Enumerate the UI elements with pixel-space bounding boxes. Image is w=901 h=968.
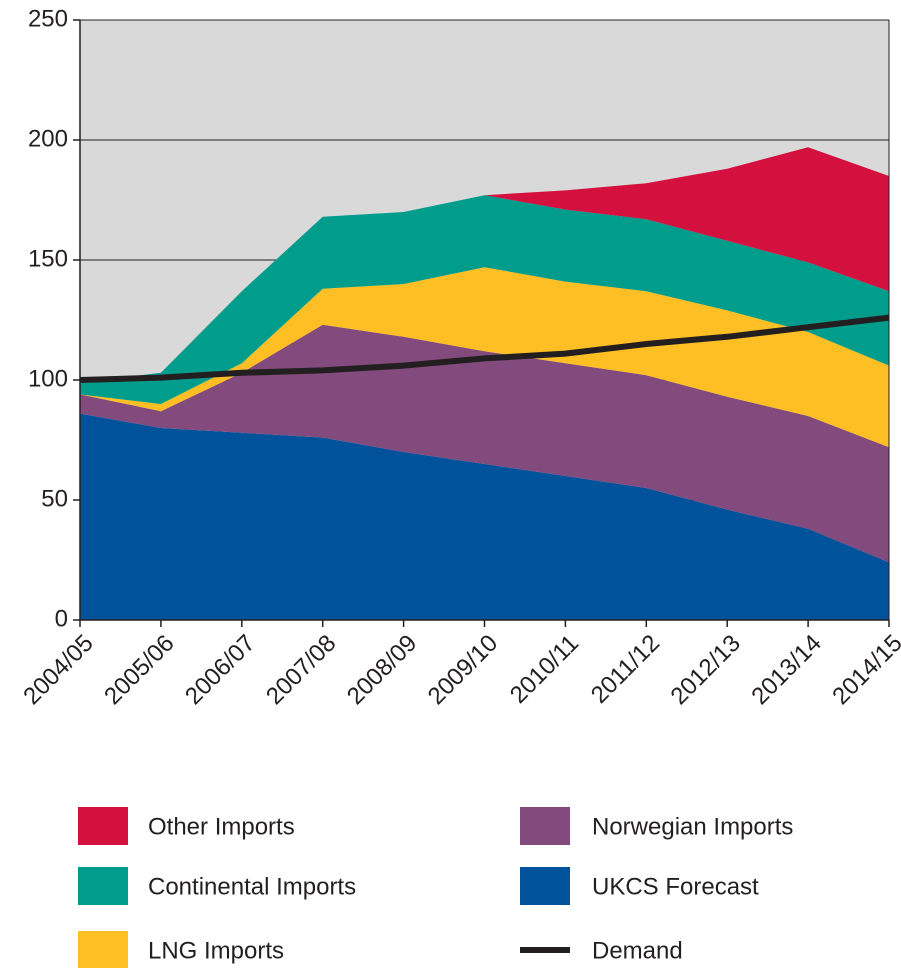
x-tick-label: 2009/10 [423, 630, 503, 710]
x-tick-label: 2010/11 [505, 630, 584, 709]
y-tick-label: 250 [28, 5, 68, 32]
legend-label: LNG Imports [148, 937, 284, 964]
legend-swatch [78, 807, 128, 845]
x-tick-label: 2005/06 [99, 630, 179, 710]
x-tick-label: 2004/05 [18, 630, 98, 710]
area [80, 267, 889, 448]
y-tick-label: 150 [28, 245, 68, 272]
y-tick-label: 0 [55, 605, 68, 632]
legend-label: Norwegian Imports [592, 813, 793, 840]
area [80, 413, 889, 620]
x-tick-label: 2012/13 [665, 630, 745, 710]
legend-label: Demand [592, 937, 683, 964]
x-tick-label: 2011/12 [586, 630, 665, 709]
legend-swatch [520, 867, 570, 905]
legend-swatch [78, 931, 128, 968]
x-tick-label: 2006/07 [180, 630, 260, 710]
legend-swatch [520, 807, 570, 845]
legend-label: Continental Imports [148, 873, 356, 900]
x-tick-label: 2014/15 [827, 630, 901, 710]
area [80, 147, 889, 383]
x-tick-label: 2007/08 [261, 630, 341, 710]
area [80, 324, 889, 563]
y-tick-label: 100 [28, 365, 68, 392]
area [80, 195, 889, 404]
x-tick-label: 2013/14 [746, 630, 826, 710]
y-tick-label: 200 [28, 125, 68, 152]
y-tick-label: 50 [41, 485, 68, 512]
legend-label: UKCS Forecast [592, 873, 759, 900]
demand-line [79, 314, 890, 383]
legend-label: Other Imports [148, 813, 295, 840]
x-tick-label: 2008/09 [342, 630, 422, 710]
legend-swatch [78, 867, 128, 905]
